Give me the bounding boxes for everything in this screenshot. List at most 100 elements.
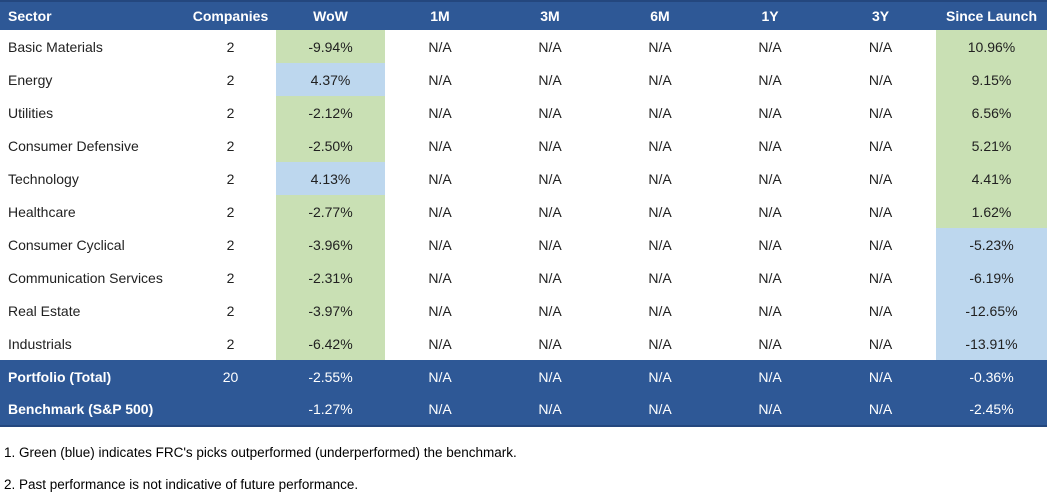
- y1-cell: N/A: [715, 261, 825, 294]
- y3-cell: N/A: [825, 63, 936, 96]
- since-launch-cell: 4.41%: [936, 162, 1047, 195]
- y3-cell: N/A: [825, 195, 936, 228]
- wow-cell: -2.31%: [276, 261, 385, 294]
- companies-cell: 2: [185, 30, 276, 63]
- table-header: Sector Companies WoW 1M 3M 6M 1Y 3Y Since Launch: [0, 1, 1047, 30]
- wow-cell: -2.50%: [276, 129, 385, 162]
- table-row: Industrials 2 -6.42% N/A N/A N/A N/A N/A -13.91%: [0, 327, 1047, 360]
- y1-cell: N/A: [715, 63, 825, 96]
- m1-cell: N/A: [385, 327, 495, 360]
- column-header-sector: Sector: [0, 1, 185, 30]
- footnote-1: 1. Green (blue) indicates FRC's picks ou…: [4, 445, 517, 460]
- companies-cell: 2: [185, 261, 276, 294]
- y1-cell: N/A: [715, 228, 825, 261]
- summary-m3-cell: N/A: [495, 393, 605, 426]
- y1-cell: N/A: [715, 30, 825, 63]
- table-row: Basic Materials 2 -9.94% N/A N/A N/A N/A N/A 10.…: [0, 30, 1047, 63]
- m3-cell: N/A: [495, 96, 605, 129]
- since-launch-cell: 1.62%: [936, 195, 1047, 228]
- y3-cell: N/A: [825, 228, 936, 261]
- m6-cell: N/A: [605, 261, 715, 294]
- sector-cell: Basic Materials: [0, 30, 185, 63]
- y1-cell: N/A: [715, 96, 825, 129]
- table-row: Communication Services 2 -2.31% N/A N/A N/A N/…: [0, 261, 1047, 294]
- sector-cell: Consumer Defensive: [0, 129, 185, 162]
- y3-cell: N/A: [825, 294, 936, 327]
- since-launch-cell: 9.15%: [936, 63, 1047, 96]
- y3-cell: N/A: [825, 129, 936, 162]
- summary-y1-cell: N/A: [715, 393, 825, 426]
- table-row: Technology 2 4.13% N/A N/A N/A N/A N/A 4.41%: [0, 162, 1047, 195]
- sector-cell: Technology: [0, 162, 185, 195]
- since-launch-cell: -6.19%: [936, 261, 1047, 294]
- wow-cell: -6.42%: [276, 327, 385, 360]
- since-launch-cell: -12.65%: [936, 294, 1047, 327]
- sector-cell: Utilities: [0, 96, 185, 129]
- m3-cell: N/A: [495, 162, 605, 195]
- y1-cell: N/A: [715, 129, 825, 162]
- column-header-companies: Companies: [185, 1, 276, 30]
- footnotes: 1. Green (blue) indicates FRC's picks ou…: [0, 443, 1047, 494]
- summary-wow-cell: -2.55%: [276, 360, 385, 393]
- sector-cell: Real Estate: [0, 294, 185, 327]
- summary-m6-cell: N/A: [605, 360, 715, 393]
- m6-cell: N/A: [605, 63, 715, 96]
- column-header-y3: 3Y: [825, 1, 936, 30]
- since-launch-cell: -5.23%: [936, 228, 1047, 261]
- sector-cell: Healthcare: [0, 195, 185, 228]
- sector-performance-table: Sector Companies WoW 1M 3M 6M 1Y 3Y Since Launch…: [0, 0, 1047, 427]
- column-header-y1: 1Y: [715, 1, 825, 30]
- m6-cell: N/A: [605, 96, 715, 129]
- y1-cell: N/A: [715, 162, 825, 195]
- since-launch-cell: -13.91%: [936, 327, 1047, 360]
- sector-cell: Consumer Cyclical: [0, 228, 185, 261]
- y1-cell: N/A: [715, 195, 825, 228]
- m3-cell: N/A: [495, 195, 605, 228]
- wow-cell: -2.77%: [276, 195, 385, 228]
- wow-cell: -3.96%: [276, 228, 385, 261]
- companies-cell: 2: [185, 96, 276, 129]
- summary-m3-cell: N/A: [495, 360, 605, 393]
- table-body: Basic Materials 2 -9.94% N/A N/A N/A N/A N/A 10.…: [0, 30, 1047, 360]
- m3-cell: N/A: [495, 327, 605, 360]
- column-header-since_launch: Since Launch: [936, 1, 1047, 30]
- m6-cell: N/A: [605, 129, 715, 162]
- sector-cell: Industrials: [0, 327, 185, 360]
- sector-cell: Energy: [0, 63, 185, 96]
- m1-cell: N/A: [385, 195, 495, 228]
- m1-cell: N/A: [385, 129, 495, 162]
- wow-cell: -3.97%: [276, 294, 385, 327]
- y1-cell: N/A: [715, 327, 825, 360]
- m1-cell: N/A: [385, 96, 495, 129]
- since-launch-cell: 10.96%: [936, 30, 1047, 63]
- summary-wow-cell: -1.27%: [276, 393, 385, 426]
- companies-cell: 2: [185, 294, 276, 327]
- y3-cell: N/A: [825, 261, 936, 294]
- summary-companies-cell: [185, 393, 276, 426]
- m6-cell: N/A: [605, 327, 715, 360]
- m6-cell: N/A: [605, 162, 715, 195]
- wow-cell: -2.12%: [276, 96, 385, 129]
- table-row: Healthcare 2 -2.77% N/A N/A N/A N/A N/A 1.62%: [0, 195, 1047, 228]
- since-launch-cell: 5.21%: [936, 129, 1047, 162]
- table-row: Utilities 2 -2.12% N/A N/A N/A N/A N/A 6.56%: [0, 96, 1047, 129]
- summary-y3-cell: N/A: [825, 360, 936, 393]
- column-header-m3: 3M: [495, 1, 605, 30]
- summary-m1-cell: N/A: [385, 360, 495, 393]
- m1-cell: N/A: [385, 162, 495, 195]
- companies-cell: 2: [185, 327, 276, 360]
- m3-cell: N/A: [495, 294, 605, 327]
- wow-cell: 4.13%: [276, 162, 385, 195]
- m3-cell: N/A: [495, 63, 605, 96]
- summary-m6-cell: N/A: [605, 393, 715, 426]
- wow-cell: -9.94%: [276, 30, 385, 63]
- since-launch-cell: 6.56%: [936, 96, 1047, 129]
- sector-cell: Communication Services: [0, 261, 185, 294]
- m3-cell: N/A: [495, 129, 605, 162]
- y3-cell: N/A: [825, 96, 936, 129]
- m3-cell: N/A: [495, 228, 605, 261]
- companies-cell: 2: [185, 63, 276, 96]
- y3-cell: N/A: [825, 327, 936, 360]
- wow-cell: 4.37%: [276, 63, 385, 96]
